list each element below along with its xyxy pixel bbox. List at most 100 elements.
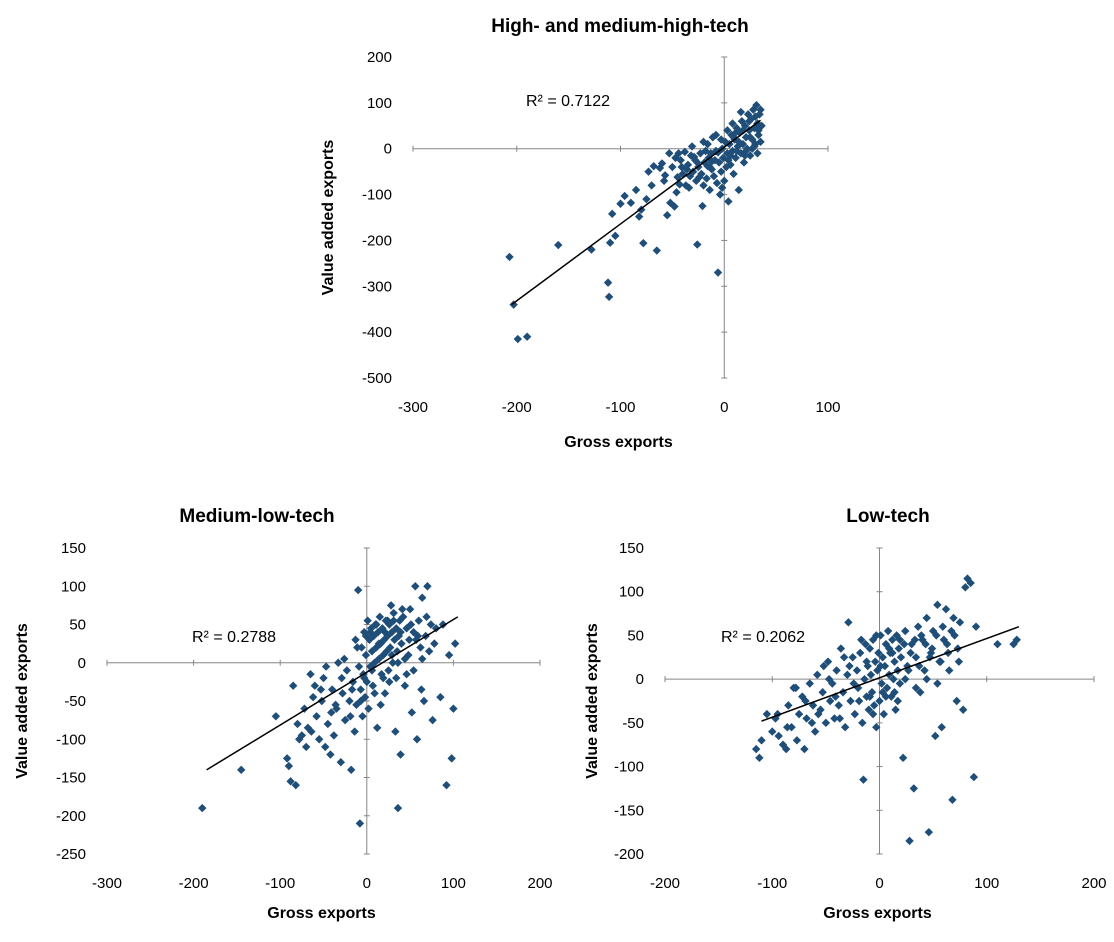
- data-point: [699, 181, 708, 190]
- data-point: [880, 661, 890, 671]
- data-point: [366, 624, 376, 633]
- data-point: [404, 650, 413, 660]
- y-tick-label: -300: [362, 278, 392, 295]
- data-point: [319, 673, 328, 683]
- data-point: [418, 654, 427, 664]
- data-point: [888, 635, 897, 644]
- data-point: [449, 704, 458, 713]
- x-tick-label: -200: [179, 875, 209, 892]
- data-point: [907, 639, 916, 649]
- data-point: [321, 662, 331, 671]
- data-point: [890, 657, 899, 666]
- data-point: [859, 775, 868, 784]
- series-points: [505, 100, 766, 344]
- y-tick-label: 50: [627, 627, 644, 644]
- data-point: [883, 626, 893, 636]
- x-tick-label: 0: [720, 399, 728, 416]
- data-point: [620, 191, 629, 201]
- data-point: [750, 142, 759, 151]
- data-point: [657, 159, 667, 168]
- data-point: [864, 705, 873, 714]
- data-point: [895, 679, 905, 688]
- data-point: [385, 643, 395, 652]
- data-point: [876, 631, 885, 640]
- data-point: [916, 688, 925, 697]
- data-point: [716, 167, 726, 176]
- data-point: [672, 188, 681, 197]
- data-point: [757, 736, 766, 745]
- data-point: [422, 612, 431, 622]
- data-point: [677, 162, 686, 172]
- data-point: [954, 657, 964, 666]
- data-point: [969, 772, 979, 782]
- data-point: [757, 121, 766, 130]
- data-point: [353, 585, 363, 595]
- data-point: [888, 648, 897, 658]
- data-point: [724, 197, 733, 206]
- data-point: [327, 708, 336, 717]
- data-point: [963, 574, 972, 583]
- data-point: [413, 631, 423, 641]
- data-point: [616, 199, 625, 208]
- data-point: [922, 674, 931, 684]
- data-point: [297, 731, 307, 740]
- data-point: [396, 627, 405, 637]
- data-point: [639, 238, 648, 248]
- data-point: [901, 626, 910, 636]
- data-point: [387, 627, 397, 637]
- y-tick-label: -200: [614, 846, 644, 863]
- data-point: [711, 130, 721, 140]
- data-point: [346, 712, 355, 721]
- data-point: [338, 689, 347, 698]
- chart-title: Medium-low-tech: [179, 506, 334, 527]
- data-point: [879, 709, 888, 719]
- x-tick-label: -200: [502, 399, 532, 416]
- data-point: [409, 666, 418, 675]
- data-point: [358, 712, 367, 721]
- data-point: [393, 803, 403, 813]
- data-point: [424, 647, 434, 656]
- data-point: [813, 670, 822, 679]
- y-tick-label: -500: [362, 370, 392, 387]
- x-axis-title: Gross exports: [267, 905, 376, 922]
- data-point: [372, 723, 382, 732]
- data-point: [781, 744, 791, 754]
- data-point: [720, 176, 729, 186]
- data-point: [931, 731, 940, 741]
- data-point: [681, 181, 691, 190]
- data-point: [749, 105, 758, 114]
- data-point: [865, 692, 875, 701]
- data-point: [937, 723, 946, 732]
- data-point: [869, 701, 879, 710]
- data-point: [611, 231, 620, 241]
- data-point: [868, 635, 878, 644]
- data-point: [911, 683, 921, 693]
- data-point: [752, 100, 761, 110]
- data-point: [372, 643, 381, 652]
- data-point: [878, 653, 887, 662]
- chart-1: High- and medium-high-tech -300 -200 -100 0 1…: [320, 16, 841, 451]
- data-point: [336, 758, 346, 767]
- data-point: [373, 627, 383, 637]
- x-tick-label: -300: [92, 875, 122, 892]
- data-point: [608, 209, 617, 219]
- data-point: [414, 616, 423, 625]
- data-point: [442, 780, 451, 790]
- data-point: [836, 644, 846, 653]
- x-tick-label: -100: [757, 875, 787, 892]
- data-point: [948, 795, 957, 804]
- data-point: [744, 117, 754, 126]
- data-point: [316, 685, 326, 694]
- data-point: [794, 709, 804, 719]
- data-point: [762, 709, 772, 719]
- data-point: [860, 674, 869, 684]
- data-point: [396, 750, 405, 759]
- data-point: [340, 654, 349, 664]
- data-point: [360, 692, 370, 702]
- data-point: [890, 688, 899, 697]
- data-point: [819, 661, 828, 671]
- data-point: [286, 777, 295, 786]
- data-point: [400, 654, 410, 664]
- data-point: [823, 657, 833, 666]
- data-point: [647, 181, 656, 190]
